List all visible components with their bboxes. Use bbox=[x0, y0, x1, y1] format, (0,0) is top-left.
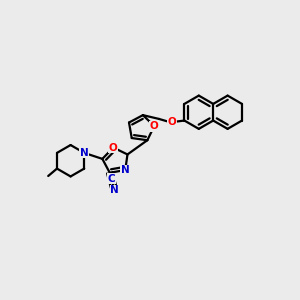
Text: N: N bbox=[121, 165, 130, 175]
Text: C: C bbox=[108, 174, 115, 184]
Text: N: N bbox=[80, 148, 88, 158]
Text: O: O bbox=[167, 117, 176, 127]
Text: O: O bbox=[109, 142, 118, 152]
Text: N: N bbox=[110, 185, 119, 195]
Text: O: O bbox=[150, 121, 159, 131]
